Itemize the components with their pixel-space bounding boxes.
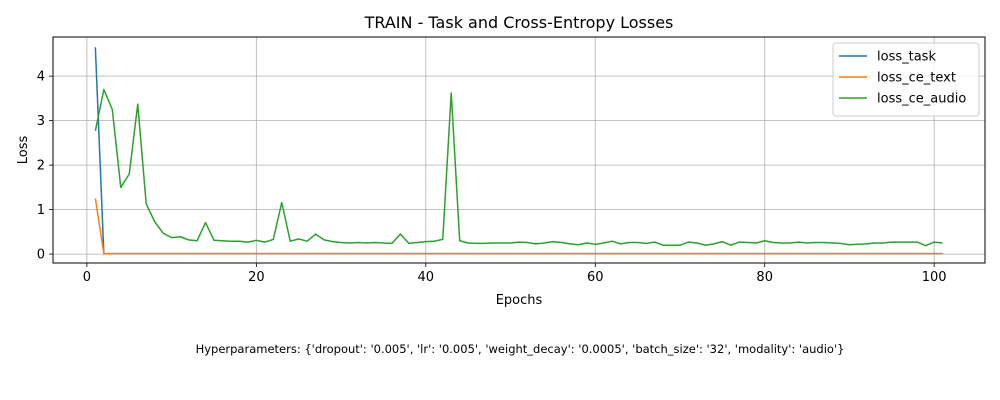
legend-entry-label: loss_ce_audio	[877, 92, 966, 107]
x-tick-label: 80	[756, 270, 773, 285]
y-tick-label: 3	[37, 114, 45, 129]
series-line-loss-ce-audio	[94, 88, 943, 247]
legend-entry-label: loss_task	[877, 50, 936, 65]
x-tick-label: 20	[248, 270, 265, 285]
loss-chart: 0 20 40 60 80 100 0 1 2 3 4 TRAIN - Task and Cross…	[16, 13, 986, 308]
x-tick-label: 0	[83, 270, 91, 285]
y-tick-label: 4	[37, 70, 45, 85]
y-tick-label: 1	[37, 203, 45, 218]
chart-title: TRAIN - Task and Cross-Entropy Losses	[364, 13, 674, 32]
legend-box	[832, 42, 980, 117]
y-tick-label: 0	[37, 248, 45, 263]
y-axis-label: Loss	[16, 136, 31, 165]
x-axis-label: Epochs	[496, 293, 543, 308]
x-tick-label: 60	[587, 270, 604, 285]
x-tick-label: 100	[922, 270, 947, 285]
y-tick-label: 2	[37, 159, 45, 174]
axis-ticks: 0 20 40 60 80 100 0 1 2 3 4	[37, 70, 947, 285]
x-tick-label: 40	[418, 270, 435, 285]
plot-frame	[52, 36, 986, 264]
series-lines	[94, 47, 943, 255]
series-line-loss-ce-text	[94, 198, 943, 255]
legend-entry-label: loss_ce_text	[877, 71, 956, 86]
hyperparameters-caption: Hyperparameters: {'dropout': '0.005', 'l…	[195, 342, 845, 356]
series-line-loss-task	[94, 47, 943, 255]
legend: loss_task loss_ce_text loss_ce_audio	[832, 42, 980, 117]
